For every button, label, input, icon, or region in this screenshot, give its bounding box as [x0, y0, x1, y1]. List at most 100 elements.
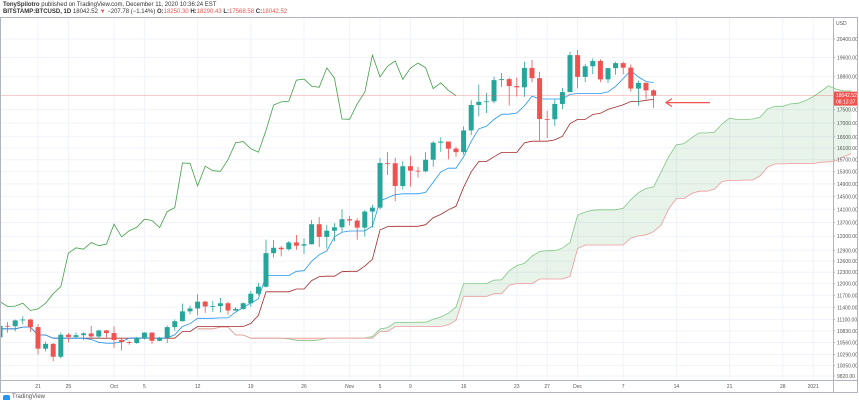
- cloud-segment-bullish: [486, 280, 494, 297]
- cloud-segment-bullish: [813, 91, 821, 164]
- cloud-segment-bullish: [790, 103, 798, 164]
- candle-up: [286, 242, 292, 250]
- candle-up: [43, 343, 49, 349]
- price-tick-label: 9820.00: [837, 374, 855, 380]
- ichimoku-lines: [0, 53, 852, 344]
- candle-up: [559, 92, 565, 104]
- candle-down: [453, 148, 459, 153]
- candle-down: [628, 67, 634, 89]
- price-tick-label: 10290.00: [837, 352, 858, 358]
- cloud-segment-bullish: [653, 171, 662, 232]
- candle-down: [119, 339, 125, 343]
- cloud-segment-bullish: [843, 90, 852, 157]
- price-tick-label: 11400.00: [837, 305, 858, 311]
- cloud-segment-bullish: [395, 322, 403, 327]
- price-tick-label: 15700.00: [837, 158, 858, 164]
- candle-down: [514, 86, 520, 88]
- time-tick-label: 27: [544, 384, 550, 390]
- candle-up: [157, 337, 163, 341]
- cloud-segment-bullish: [425, 319, 434, 327]
- candle-up: [263, 253, 269, 287]
- cloud-segment-bullish: [805, 96, 814, 164]
- candle-up: [552, 103, 558, 120]
- candle-down: [316, 224, 322, 237]
- candle-down: [537, 78, 543, 120]
- cloud-segment-bullish: [585, 210, 593, 245]
- candle-down: [347, 219, 353, 221]
- cloud-segment-bullish: [714, 124, 722, 190]
- cloud-segment-bullish: [478, 283, 487, 297]
- cloud-segment-bullish: [463, 283, 472, 297]
- candle-up: [339, 219, 345, 228]
- tradingview-logo[interactable]: TradingView: [3, 394, 45, 400]
- candle-up: [195, 301, 201, 309]
- cloud-segment-bullish: [509, 265, 517, 286]
- time-tick-label: 7: [622, 384, 625, 390]
- price-tick-label: 19600.00: [837, 55, 858, 61]
- candle-up: [521, 67, 527, 88]
- author[interactable]: TonySpilotro: [3, 2, 40, 8]
- candle-up: [217, 303, 223, 307]
- cloud-segment-bullish: [577, 211, 586, 249]
- cloud-segment-bullish: [623, 199, 631, 245]
- candle-up: [271, 247, 277, 254]
- publish-info: TonySpilotro published on TradingView.co…: [3, 2, 216, 8]
- time-tick-label: 9: [409, 384, 412, 390]
- candle-up: [491, 80, 497, 102]
- candle-up: [438, 141, 444, 143]
- cloud-segment-bullish: [440, 313, 449, 327]
- candle-up: [58, 334, 64, 357]
- time-axis[interactable]: 21 25 Oct 5 12 19 26 Nov 5 9 16 23 27 Dec 7 14 21 28 2021: [35, 384, 819, 390]
- cloud-segment-bullish: [532, 251, 540, 284]
- time-tick-label: 26: [301, 384, 307, 390]
- cloud-logo-icon: [3, 394, 10, 400]
- cloud-segment-bullish: [524, 256, 532, 284]
- candle-down: [544, 119, 550, 120]
- price-tick-label: 14500.00: [837, 194, 858, 200]
- low-label: L:: [223, 9, 230, 15]
- candle-down: [88, 333, 94, 337]
- candle-up: [499, 79, 505, 81]
- time-tick-label: 16: [461, 384, 467, 390]
- high-value: 18290.43: [196, 9, 222, 15]
- current-price-label: 18042.52: [836, 93, 857, 99]
- candle-down: [407, 166, 413, 171]
- price-tick-label: 12300.00: [837, 270, 858, 276]
- candle-down: [392, 163, 398, 187]
- candle-up: [172, 321, 178, 328]
- price-axis[interactable]: 20400.00 19600.00 18800.00 17500.00 17000.00…: [833, 21, 858, 380]
- cloud-segment-bullish: [767, 106, 776, 167]
- last-price: 18042.52: [72, 9, 98, 15]
- candle-up: [468, 104, 474, 131]
- candle-up: [377, 162, 383, 208]
- price-change: −207.78 (−1.14%): [107, 9, 156, 15]
- leading-span-b-line: [197, 153, 852, 339]
- candle-up: [187, 308, 193, 312]
- candle-up: [134, 337, 140, 343]
- price-tick-label: 10560.00: [837, 341, 858, 347]
- currency-label: USD: [836, 21, 847, 27]
- cloud-segment-bullish: [706, 132, 715, 192]
- candle-up: [369, 207, 375, 212]
- time-tick-label: 14: [674, 384, 680, 390]
- published-text: published on TradingView.com, December 1…: [41, 2, 217, 8]
- price-chart[interactable]: 20400.00 19600.00 18800.00 17500.00 17000.00…: [0, 18, 859, 394]
- open-label: O:: [156, 9, 164, 15]
- cloud-segment-bullish: [722, 118, 730, 182]
- candle-down: [126, 342, 132, 343]
- cloud-segment-bullish: [744, 119, 753, 181]
- price-tick-label: 15300.00: [837, 170, 858, 176]
- price-tick-label: 17000.00: [837, 121, 858, 127]
- candle-up: [362, 211, 368, 228]
- candle-up: [255, 286, 261, 294]
- candle-down: [354, 220, 360, 228]
- cloud-segment-bullish: [661, 156, 669, 225]
- low-value: 17568.58: [229, 9, 255, 15]
- cloud-segment-bullish: [699, 132, 707, 192]
- cloud-segment-bullish: [630, 192, 639, 239]
- cloud-segment-bullish: [600, 209, 608, 245]
- candle-down: [149, 332, 155, 341]
- cloud-segment-bullish: [380, 327, 388, 332]
- price-tick-label: 10830.00: [837, 329, 858, 335]
